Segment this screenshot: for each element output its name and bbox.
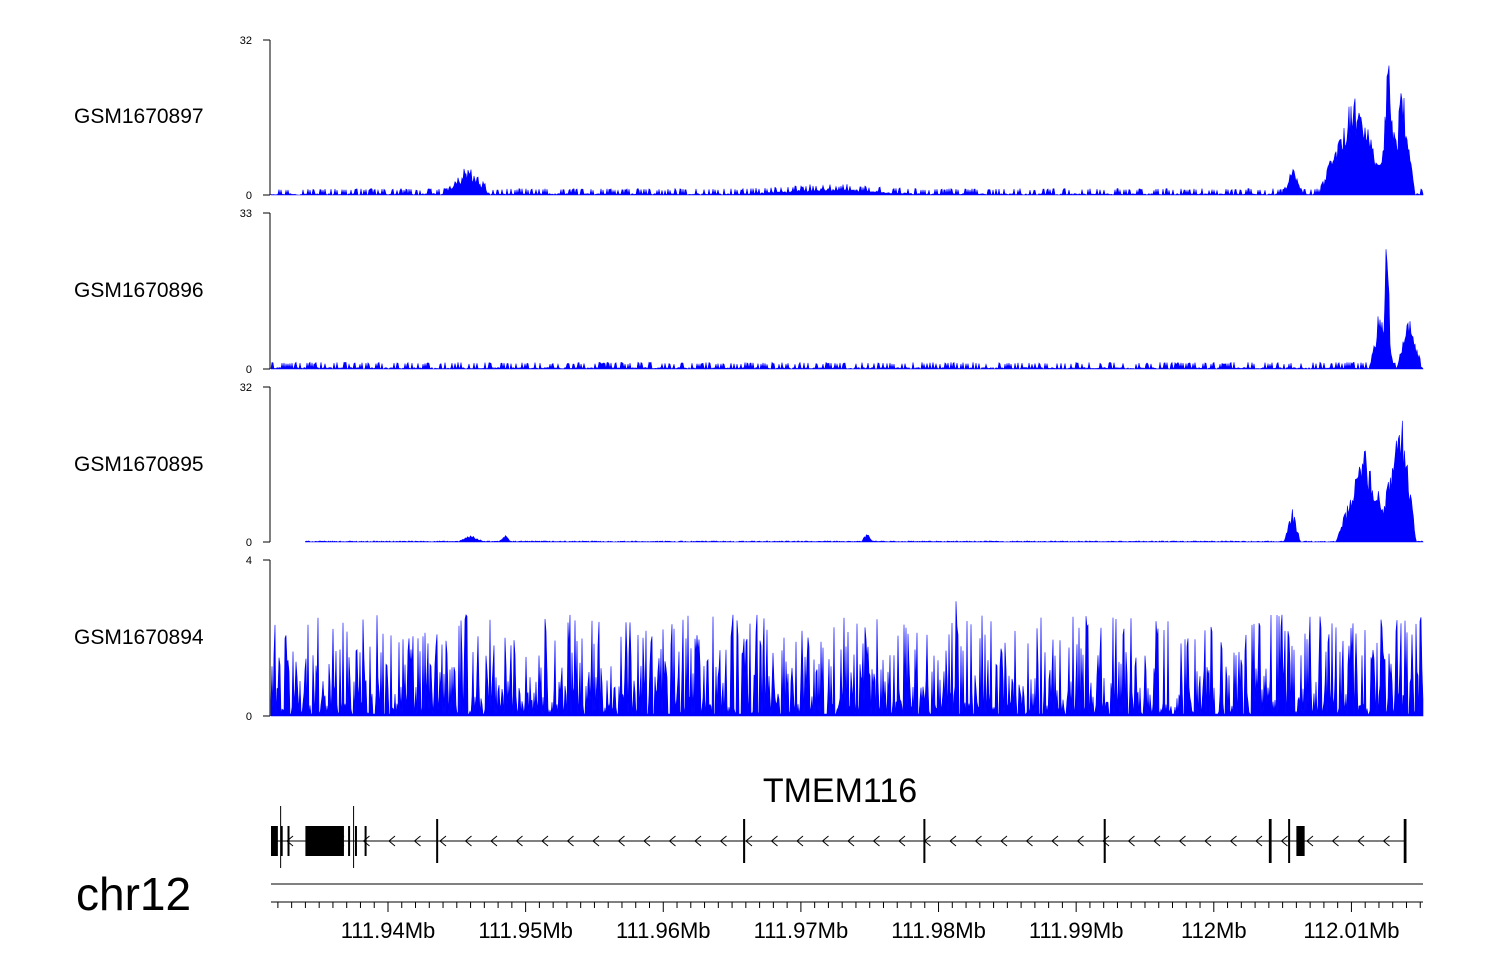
strand-arrow [388, 835, 396, 847]
y-tick-label: 0 [246, 364, 252, 376]
strand-arrow [1357, 835, 1365, 847]
strand-arrow [1025, 835, 1033, 847]
exon [348, 826, 351, 856]
strand-arrow [413, 835, 421, 847]
strand-arrow [1229, 835, 1237, 847]
track-gsm1670897: GSM1670897 32 0 [74, 35, 1424, 202]
exon [1103, 819, 1106, 863]
chromosome-label: chr12 [76, 868, 191, 920]
strand-arrow [1153, 835, 1161, 847]
strand-arrow [770, 835, 778, 847]
strand-arrow [821, 835, 829, 847]
track-gsm1670895: GSM1670895 32 0 [74, 382, 1424, 549]
strand-arrow [1076, 835, 1084, 847]
strand-arrow [847, 835, 855, 847]
strand-arrow [1280, 835, 1288, 847]
strand-arrow [1000, 835, 1008, 847]
exon [923, 819, 926, 863]
strand-arrow [974, 835, 982, 847]
exon [1296, 826, 1305, 856]
strand-arrow [286, 835, 294, 847]
strand-arrow [617, 835, 625, 847]
strand-arrow [464, 835, 472, 847]
axis-tick-label: 111.98Mb [891, 918, 986, 943]
strand-arrow [643, 835, 651, 847]
strand-arrow [1204, 835, 1212, 847]
axis-tick-label: 111.94Mb [341, 918, 436, 943]
axis-tick-label: 112.01Mb [1303, 918, 1399, 943]
y-tick-label: 4 [246, 555, 252, 567]
signal-tracks: GSM1670897320GSM1670896330GSM1670895320G… [74, 35, 1424, 723]
exon [271, 826, 278, 856]
strand-arrow [1127, 835, 1135, 847]
signal-area [305, 420, 1424, 543]
axis-tick-label: 111.96Mb [616, 918, 711, 943]
strand-arrow [694, 835, 702, 847]
strand-arrow [1051, 835, 1059, 847]
strand-arrow [796, 835, 804, 847]
track-label: GSM1670894 [74, 626, 204, 649]
exon [305, 826, 344, 856]
track-gsm1670896: GSM1670896 33 0 [74, 208, 1424, 376]
y-tick-label: 32 [240, 382, 252, 394]
track-label: GSM1670895 [74, 453, 204, 476]
axis-tick-label: 112Mb [1181, 918, 1247, 943]
strand-arrow [439, 835, 447, 847]
strand-arrow [745, 835, 753, 847]
exon [436, 819, 439, 863]
y-tick-label: 33 [240, 208, 252, 220]
exon [354, 826, 357, 856]
exon [1288, 819, 1291, 863]
exon [364, 826, 367, 856]
y-tick-label: 32 [240, 35, 252, 47]
signal-area [270, 65, 1424, 196]
strand-arrow [668, 835, 676, 847]
signal-area [270, 249, 1424, 370]
exon [1268, 819, 1272, 863]
strand-arrow [949, 835, 957, 847]
y-tick-label: 0 [246, 190, 252, 202]
exon [1403, 819, 1407, 863]
strand-arrow [1178, 835, 1186, 847]
strand-arrow [592, 835, 600, 847]
axis-tick-label: 111.95Mb [478, 918, 573, 943]
y-tick-label: 0 [246, 537, 252, 549]
exon [280, 826, 283, 856]
gene-name: TMEM116 [763, 772, 917, 810]
strand-arrow [1255, 835, 1263, 847]
strand-arrow [1382, 835, 1390, 847]
gene-track: TMEM116 [271, 772, 1407, 868]
strand-arrow [719, 835, 727, 847]
track-label: GSM1670897 [74, 105, 204, 128]
strand-arrow [515, 835, 523, 847]
exon [287, 826, 290, 856]
axis-tick-label: 111.99Mb [1029, 918, 1124, 943]
strand-arrow [1306, 835, 1314, 847]
gene-model [271, 806, 1407, 868]
strand-arrow [1102, 835, 1110, 847]
strand-arrow [566, 835, 574, 847]
track-label: GSM1670896 [74, 279, 204, 302]
strand-arrow [362, 835, 370, 847]
signal-area [270, 601, 1424, 717]
strand-arrow [541, 835, 549, 847]
axis-tick-label: 111.97Mb [754, 918, 849, 943]
strand-arrow [898, 835, 906, 847]
y-tick-label: 0 [246, 711, 252, 723]
strand-arrow [490, 835, 498, 847]
track-gsm1670894: GSM1670894 4 0 [74, 555, 1424, 723]
genome-axis: chr12 111.94Mb 111.95Mb 111.96Mb 111.97Mb 11… [76, 868, 1423, 943]
exon [743, 819, 746, 863]
strand-arrow [1331, 835, 1339, 847]
strand-arrow [872, 835, 880, 847]
